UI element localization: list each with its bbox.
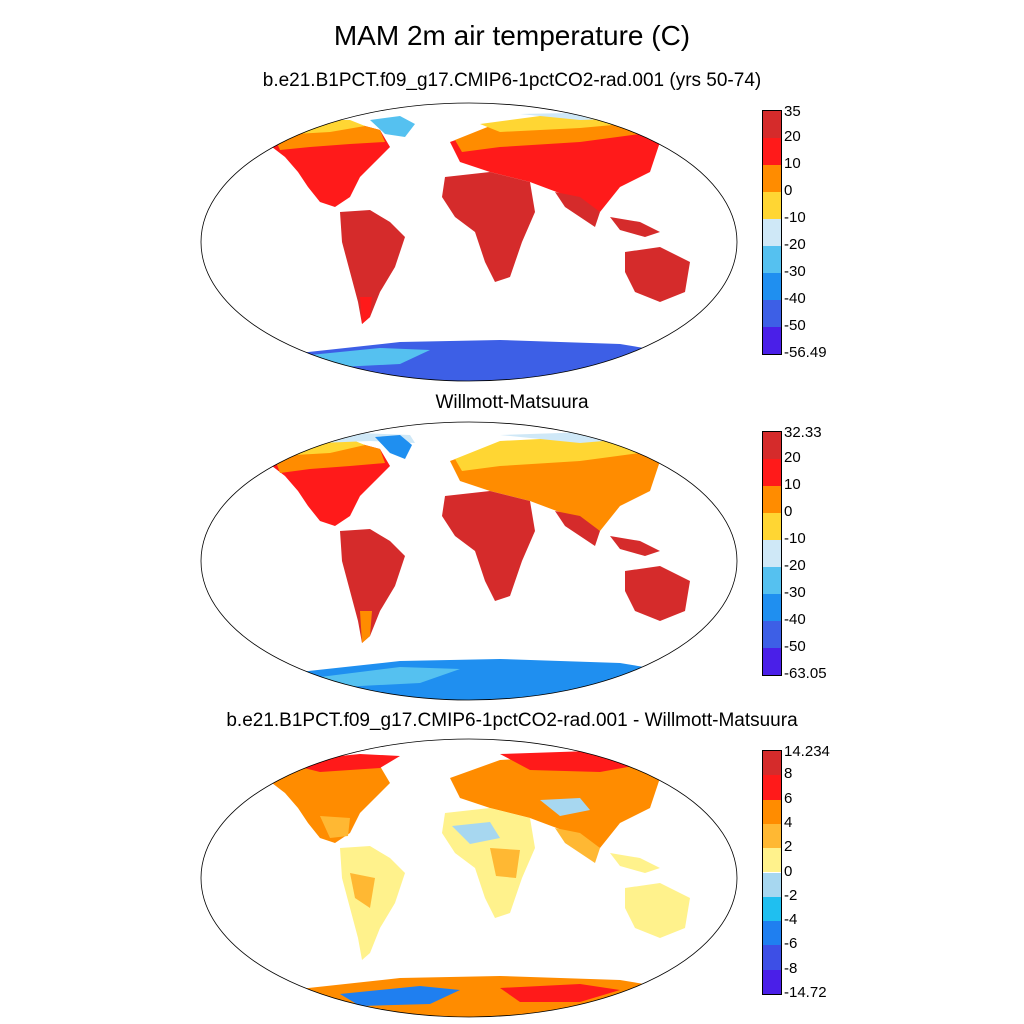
panel-3-map-border: [200, 738, 738, 1018]
panel-3-difference-field: [270, 750, 690, 1017]
colorbar-1-label-8: -50: [784, 317, 806, 334]
colorbar-2-box-7: [763, 621, 781, 648]
colorbar-3-box-5: [763, 872, 781, 897]
colorbar-1-box-2: [763, 165, 781, 192]
colorbar-2-box-4: [763, 540, 781, 567]
colorbar-3-label-6: -2: [784, 886, 798, 904]
colorbar-3-label-0: 14.234: [784, 743, 830, 760]
colorbar-1-box-4: [763, 219, 781, 246]
colorbar-3-label-1: 8: [784, 765, 793, 783]
colorbar-3-label-9: -8: [784, 959, 798, 977]
colorbar-2-label-6: -30: [784, 584, 806, 601]
colorbar-2-label-9: -63.05: [784, 665, 827, 682]
colorbar-2-label-2: 10: [784, 476, 801, 493]
colorbar-2-label-5: -20: [784, 557, 806, 574]
colorbar-3-box-9: [763, 969, 781, 994]
colorbar-1-label-3: 0: [784, 182, 793, 199]
colorbar-3-box-8: [763, 945, 781, 970]
colorbar-1-label-1: 20: [784, 128, 801, 145]
colorbar-1-box-1: [763, 138, 781, 165]
colorbar-2-box-0: [763, 432, 781, 459]
panel-2-colorbar-labels: 32.33 20 10 0 -10 -20 -30 -40 -50 -63.05: [784, 425, 864, 682]
panel-2-colorbar: [762, 431, 782, 676]
colorbar-3-label-10: -14.72: [784, 984, 827, 1001]
colorbar-1-label-9: -56.49: [784, 344, 827, 361]
panel-1-title: b.e21.B1PCT.f09_g17.CMIP6-1pctCO2-rad.00…: [262, 70, 762, 91]
colorbar-2-label-7: -40: [784, 611, 806, 628]
panel-3-colorbar: [762, 750, 782, 995]
colorbar-3-label-2: 6: [784, 789, 793, 807]
colorbar-1-label-4: -10: [784, 209, 806, 226]
panel-2-temperature-field: [270, 431, 690, 700]
panel-1-map: [200, 102, 738, 382]
colorbar-3-box-2: [763, 799, 781, 824]
colorbar-3-box-0: [763, 751, 781, 776]
colorbar-2-label-3: 0: [784, 503, 793, 520]
colorbar-2-box-1: [763, 459, 781, 486]
panel-3-title: b.e21.B1PCT.f09_g17.CMIP6-1pctCO2-rad.00…: [226, 710, 798, 731]
panel-2-map: [200, 421, 738, 701]
colorbar-2-box-5: [763, 567, 781, 594]
panel-2-map-border: [200, 421, 738, 701]
colorbar-3-box-3: [763, 823, 781, 849]
colorbar-1-box-7: [763, 300, 781, 327]
panel-1-temperature-field: [270, 112, 690, 381]
colorbar-3-label-8: -6: [784, 935, 798, 953]
colorbar-2-box-6: [763, 594, 781, 621]
colorbar-3-box-6: [763, 896, 781, 922]
panel-3-colorbar-labels: 14.234 8 6 4 2 0 -2 -4 -6 -8 -14.72: [784, 744, 864, 1001]
colorbar-3-label-5: 0: [784, 862, 793, 880]
colorbar-3-box-4: [763, 848, 781, 873]
colorbar-1-box-6: [763, 273, 781, 300]
colorbar-3-label-7: -4: [784, 911, 798, 929]
panel-1-colorbar-labels: 35 20 10 0 -10 -20 -30 -40 -50 -56.49: [784, 104, 864, 361]
colorbar-1-label-7: -40: [784, 290, 806, 307]
colorbar-2-label-4: -10: [784, 530, 806, 547]
figure-title: MAM 2m air temperature (C): [333, 20, 691, 51]
colorbar-1-label-0: 35: [784, 103, 801, 120]
colorbar-2-label-0: 32.33: [784, 424, 822, 441]
colorbar-3-box-1: [763, 775, 781, 800]
colorbar-2-box-2: [763, 486, 781, 513]
colorbar-1-label-6: -30: [784, 263, 806, 280]
colorbar-3-label-4: 2: [784, 838, 793, 856]
colorbar-1-label-5: -20: [784, 236, 806, 253]
colorbar-2-label-1: 20: [784, 449, 801, 466]
colorbar-2-box-8: [763, 648, 781, 675]
colorbar-2-box-3: [763, 513, 781, 540]
colorbar-1-box-3: [763, 192, 781, 219]
panel-1-colorbar: [762, 110, 782, 355]
colorbar-1-box-0: [763, 111, 781, 138]
panel-2-title: Willmott-Matsuura: [435, 392, 589, 413]
panel-3-map: [200, 738, 738, 1018]
colorbar-1-box-5: [763, 246, 781, 273]
panel-1-map-border: [200, 102, 738, 382]
colorbar-3-box-7: [763, 921, 781, 946]
colorbar-1-label-2: 10: [784, 155, 801, 172]
colorbar-3-label-3: 4: [784, 813, 793, 831]
colorbar-1-box-8: [763, 327, 781, 354]
colorbar-2-label-8: -50: [784, 638, 806, 655]
